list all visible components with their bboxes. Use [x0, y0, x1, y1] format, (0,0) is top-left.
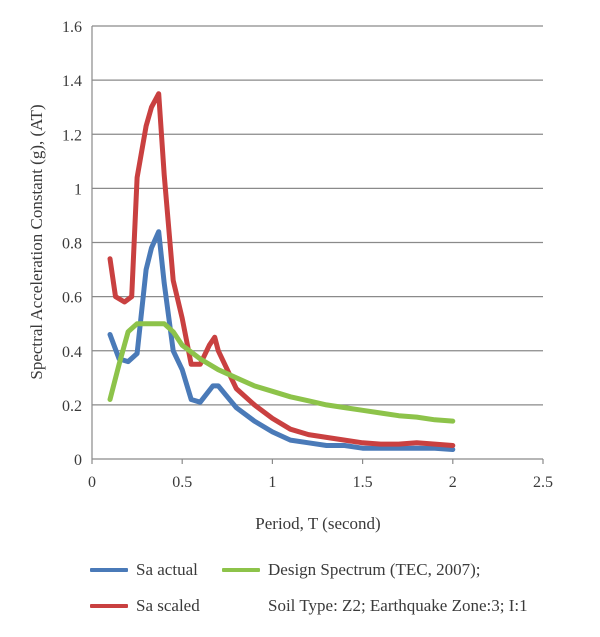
sa-actual-swatch — [90, 568, 128, 572]
legend-item-sa-actual: Sa actual — [90, 560, 198, 580]
axes — [91, 26, 544, 464]
series-lines — [107, 91, 456, 452]
x-tick-label: 0.5 — [172, 474, 192, 491]
legend-label-design-spectrum: Design Spectrum (TEC, 2007); — [268, 560, 481, 579]
legend: Sa actual Sa scaled Design Spectrum (TEC… — [90, 556, 590, 626]
x-tick-label: 1 — [268, 474, 276, 491]
series-line-sa-scaled — [107, 91, 456, 448]
x-tick-label: 0 — [88, 474, 96, 491]
y-tick-label: 0.6 — [62, 290, 82, 307]
x-tick-label: 1.5 — [353, 474, 373, 491]
legend-label-sa-scaled: Sa scaled — [136, 596, 200, 615]
y-tick-label: 1 — [74, 181, 82, 198]
series-line-sa-actual — [107, 229, 456, 452]
y-tick-label: 1.6 — [62, 19, 82, 36]
legend-label-sa-actual: Sa actual — [136, 560, 198, 579]
legend-design-note: Soil Type: Z2; Earthquake Zone:3; I:1 — [268, 596, 528, 615]
y-tick-label: 0.2 — [62, 398, 82, 415]
design-spectrum-swatch — [222, 568, 260, 572]
x-tick-label: 2.5 — [533, 474, 553, 491]
y-tick-label: 1.4 — [62, 73, 82, 90]
gridlines — [92, 25, 543, 406]
x-tick-label: 2 — [449, 474, 457, 491]
y-tick-label: 0.8 — [62, 236, 82, 253]
legend-item-design-spectrum: Design Spectrum (TEC, 2007); — [222, 560, 480, 580]
y-tick-label: 0 — [74, 452, 82, 469]
sa-scaled-swatch — [90, 604, 128, 608]
series-line-design-spectrum-tec-2007 — [107, 321, 456, 424]
y-axis-title: Spectral Acceleration Constant (g), (AT) — [27, 104, 46, 379]
x-axis-title: Period, T (second) — [255, 514, 380, 533]
y-tick-label: 0.4 — [62, 344, 82, 361]
chart: 0 0.2 0.4 0.6 0.8 1 1.2 1.4 1.6 0 0.5 1 1.5 2 2.5 Peri… — [27, 19, 553, 533]
tick-labels: 0 0.2 0.4 0.6 0.8 1 1.2 1.4 1.6 0 0.5 1 1.5 2 2.5 — [62, 19, 553, 491]
y-tick-label: 1.2 — [62, 127, 82, 144]
legend-item-sa-scaled: Sa scaled — [90, 596, 200, 616]
